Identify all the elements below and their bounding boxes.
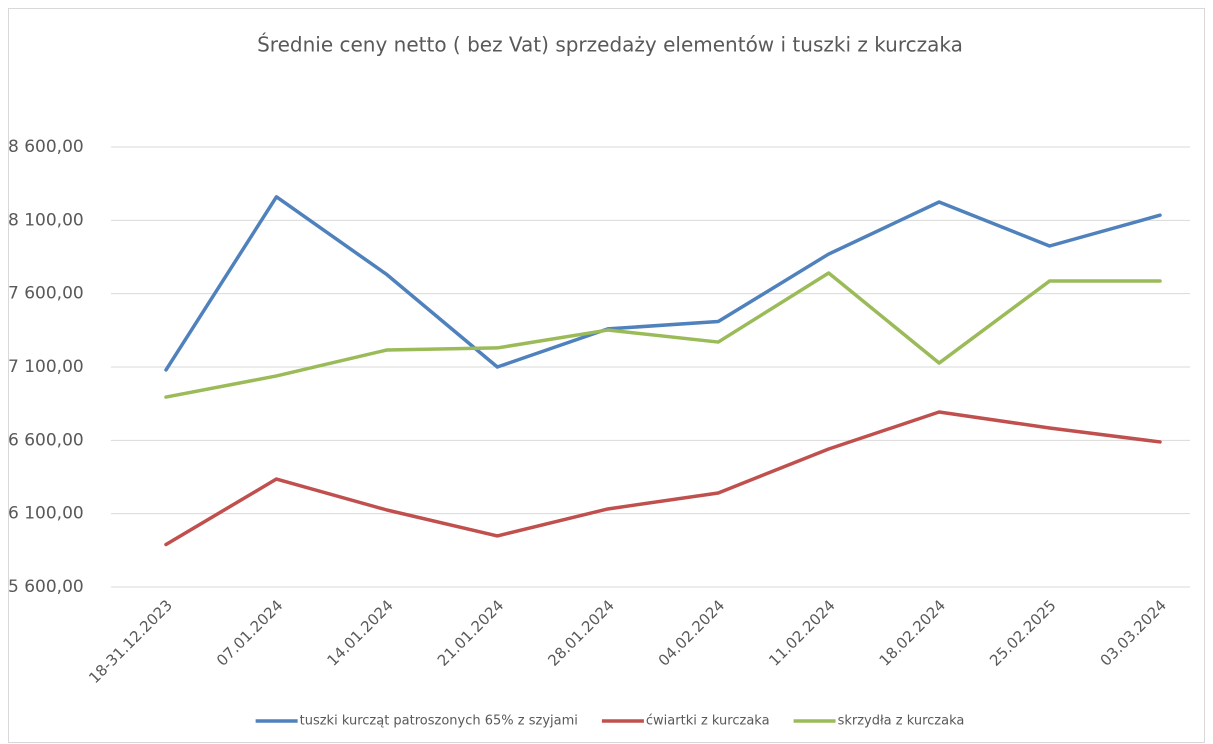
series-line: [164, 195, 1162, 372]
y-tick-label: 7 600,00: [8, 284, 84, 304]
y-tick-label: 5 600,00: [8, 577, 84, 597]
legend-label: skrzydła z kurczaka: [838, 714, 965, 729]
chart-title: Średnie ceny netto ( bez Vat) sprzedaży …: [257, 33, 963, 57]
series-line: [164, 271, 1162, 399]
legend-label: tuszki kurcząt patroszonych 65% z szyjam…: [300, 714, 578, 729]
y-tick-label: 7 100,00: [8, 357, 84, 377]
y-tick-label: 6 600,00: [8, 430, 84, 450]
legend-label: ćwiartki z kurczaka: [646, 714, 770, 729]
y-tick-label: 8 100,00: [8, 210, 84, 230]
chart-border: [8, 8, 1205, 743]
series-line: [164, 410, 1162, 547]
y-tick-label: 6 100,00: [8, 504, 84, 524]
y-tick-label: 8 600,00: [8, 137, 84, 157]
